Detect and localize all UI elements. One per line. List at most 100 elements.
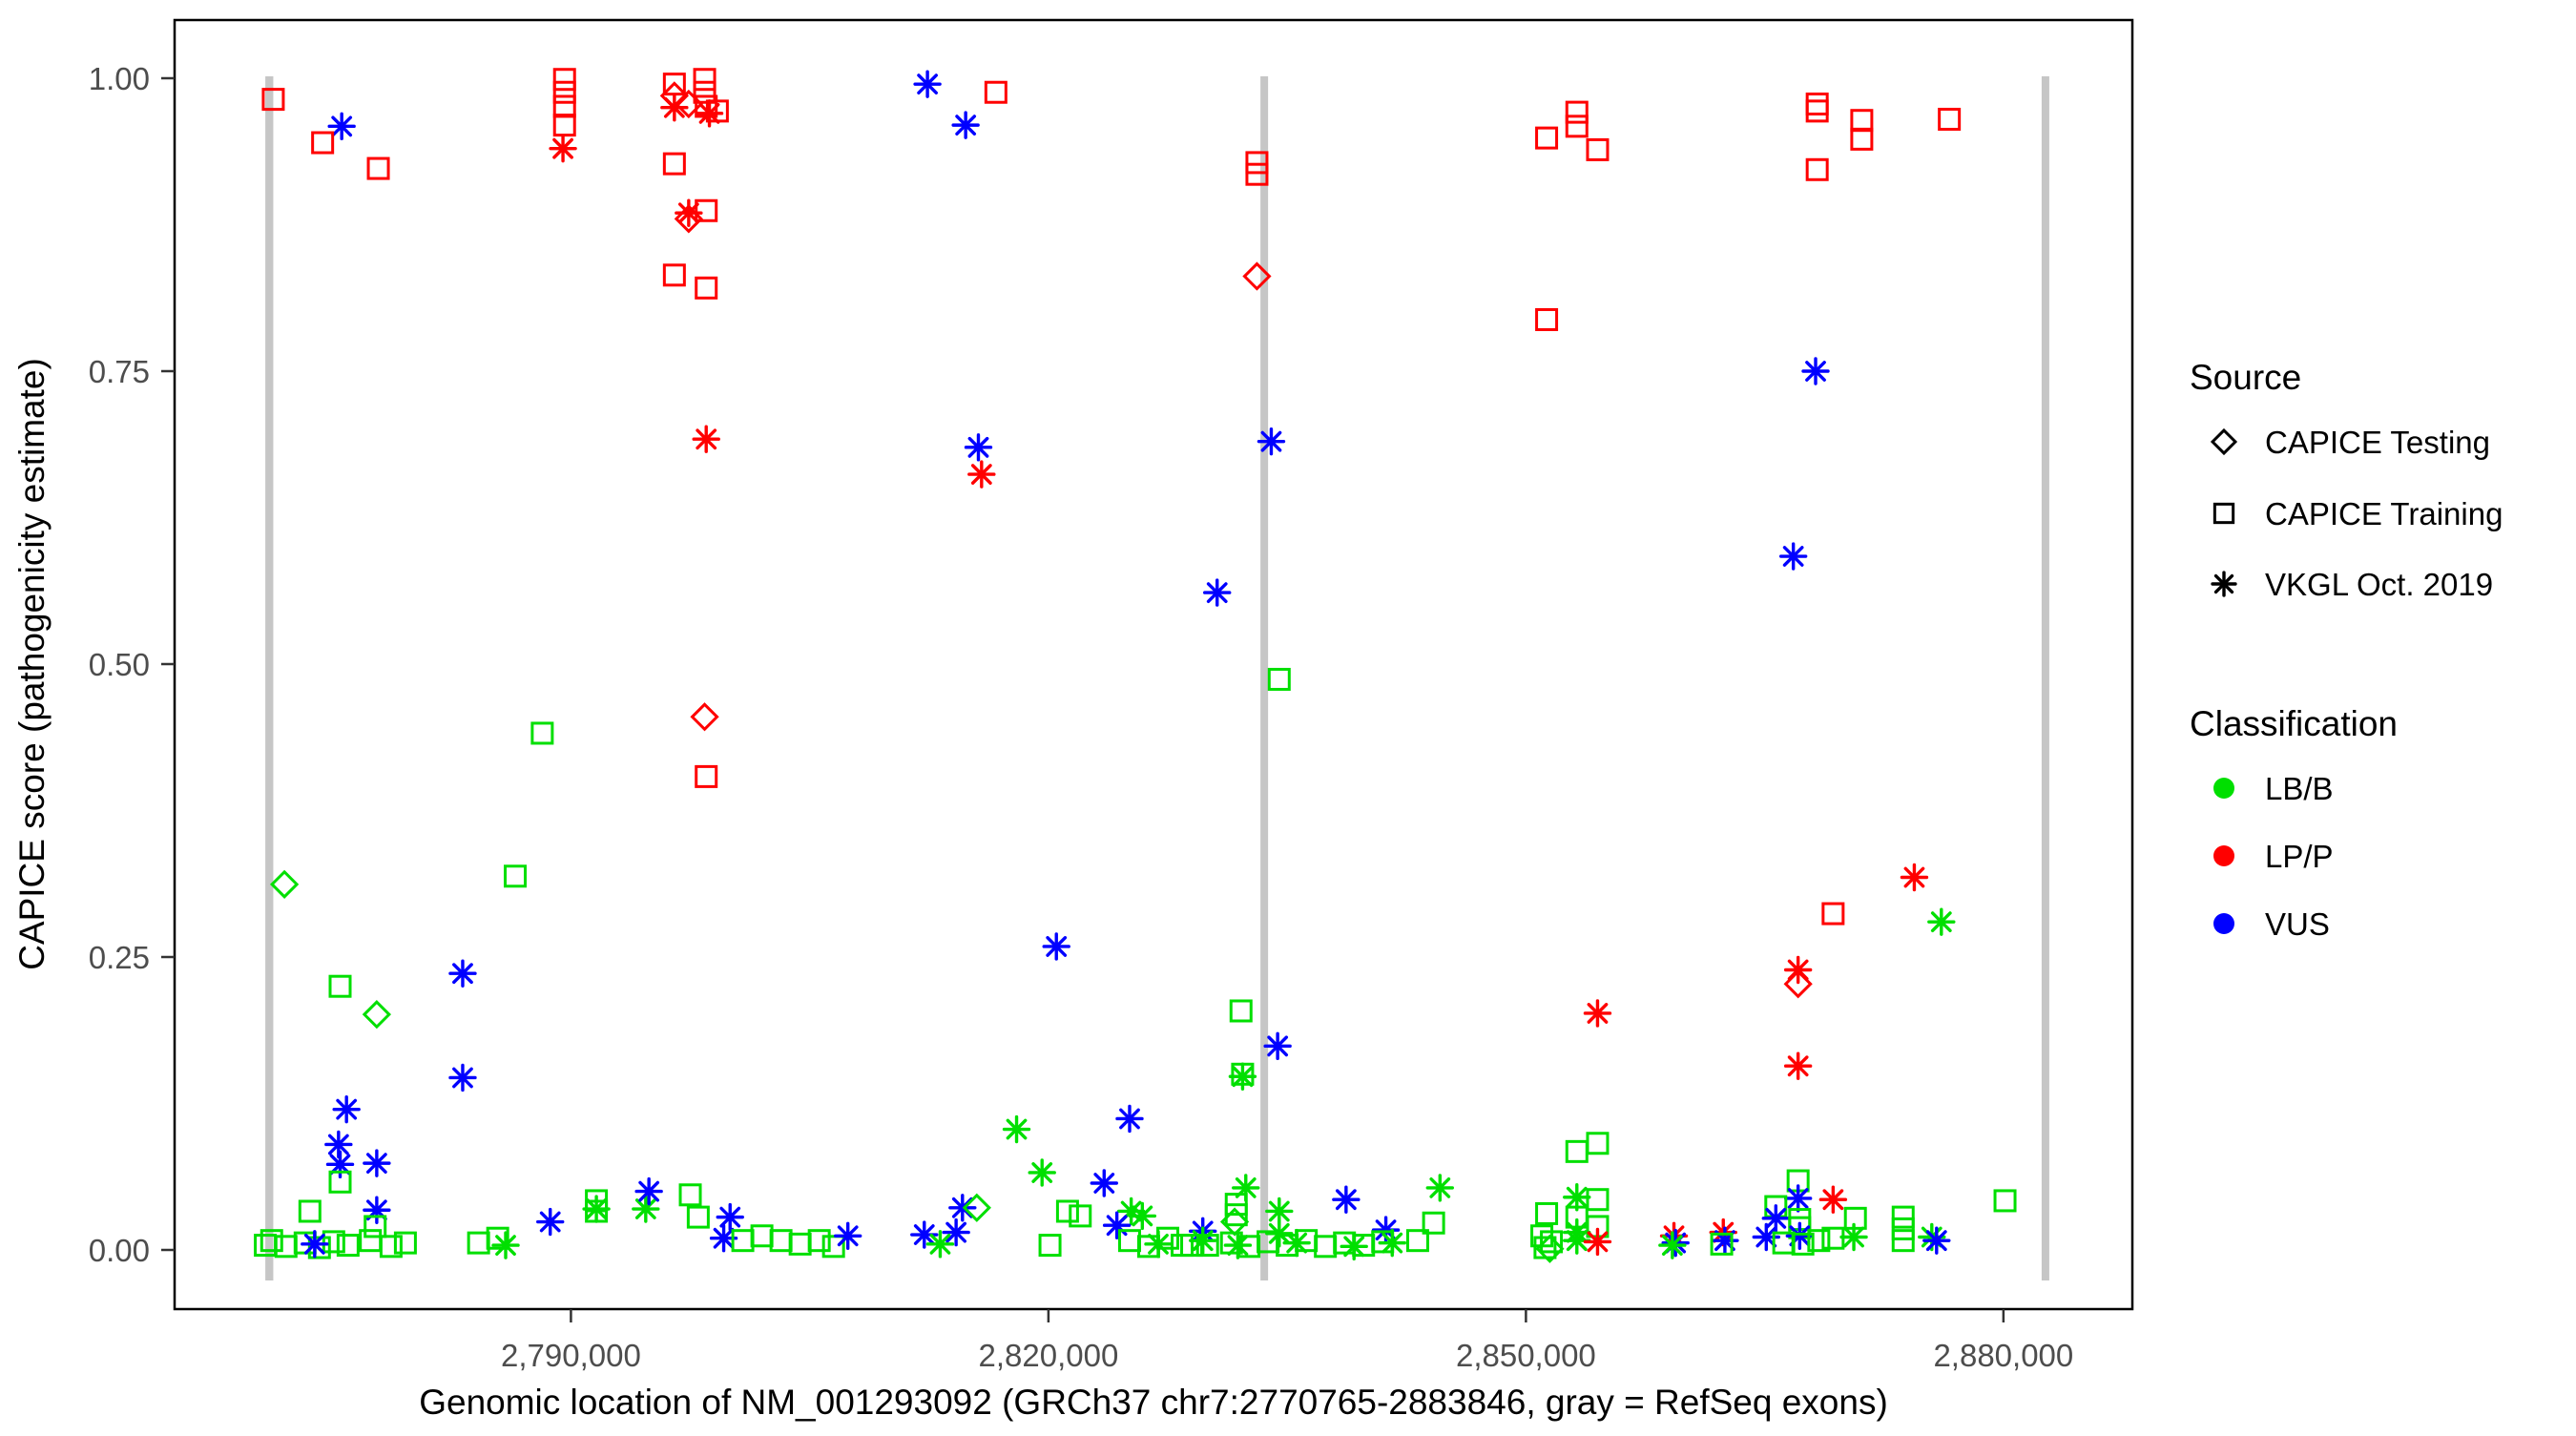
legend-source-item-label: CAPICE Testing bbox=[2265, 425, 2490, 460]
data-point-asterisk bbox=[549, 134, 577, 163]
asterisk-spoke bbox=[452, 1067, 473, 1089]
data-point-square bbox=[1038, 1234, 1062, 1258]
legend: Source Classification CAPICE Testing CAPI… bbox=[2190, 358, 2503, 942]
data-point-asterisk bbox=[582, 1195, 611, 1223]
asterisk-spoke bbox=[638, 1180, 660, 1202]
data-point-square bbox=[1565, 100, 1589, 124]
data-point-asterisk bbox=[1425, 1174, 1454, 1202]
data-point-square bbox=[731, 1229, 755, 1253]
data-point-asterisk bbox=[1257, 427, 1286, 456]
data-point-asterisk bbox=[1761, 1204, 1791, 1233]
data-point-square bbox=[260, 1229, 283, 1253]
data-point-square bbox=[298, 1199, 322, 1223]
refseq-exon-bar bbox=[1260, 76, 1269, 1280]
data-point-square bbox=[1535, 307, 1559, 331]
data-point-diamond bbox=[2210, 427, 2238, 456]
data-point-square bbox=[1565, 114, 1589, 138]
y-tick-label: 0.75 bbox=[89, 354, 150, 389]
data-point-diamond bbox=[674, 89, 703, 119]
asterisk-spoke bbox=[1787, 1188, 1809, 1209]
asterisk-spoke bbox=[1093, 1173, 1115, 1194]
data-point-asterisk bbox=[1711, 1226, 1739, 1255]
data-point-square bbox=[807, 1229, 831, 1253]
data-point-asterisk bbox=[692, 425, 720, 453]
data-point-square bbox=[311, 131, 335, 155]
data-point-square bbox=[467, 1231, 490, 1255]
data-point-square bbox=[1229, 999, 1253, 1023]
data-point-square bbox=[1533, 1236, 1557, 1259]
asterisk-spoke bbox=[1286, 1232, 1308, 1254]
x-axis-title: Genomic location of NM_001293092 (GRCh37… bbox=[419, 1383, 1888, 1422]
legend-source-item-label: VKGL Oct. 2019 bbox=[2265, 567, 2493, 602]
data-point-square bbox=[821, 1235, 845, 1259]
asterisk-spoke bbox=[1375, 1219, 1397, 1241]
asterisk-spoke bbox=[1787, 1055, 1809, 1077]
asterisk-spoke bbox=[1235, 1177, 1257, 1198]
data-point-asterisk bbox=[491, 1231, 520, 1259]
data-point-square bbox=[486, 1226, 509, 1250]
y-tick-label: 0.00 bbox=[89, 1233, 150, 1268]
data-point-square bbox=[364, 1215, 387, 1238]
data-point-square bbox=[1993, 1189, 2017, 1213]
asterisk-spoke bbox=[539, 1211, 561, 1233]
data-point-diamond bbox=[690, 702, 719, 732]
data-point-asterisk bbox=[833, 1221, 862, 1250]
data-point-square bbox=[1938, 107, 1962, 131]
data-point-square bbox=[1805, 99, 1829, 123]
asterisk-spoke bbox=[719, 1206, 741, 1228]
y-tick-label: 0.50 bbox=[89, 647, 150, 682]
asterisk-spoke bbox=[2213, 573, 2234, 594]
data-point-square bbox=[393, 1231, 417, 1255]
data-point-square bbox=[1791, 1232, 1815, 1256]
data-point-asterisk bbox=[448, 959, 477, 988]
data-point-asterisk bbox=[301, 1230, 329, 1259]
asterisk-spoke bbox=[967, 436, 989, 458]
legend-class-dot bbox=[2213, 845, 2234, 866]
data-point-square bbox=[1195, 1234, 1219, 1258]
asterisk-spoke bbox=[1587, 1231, 1609, 1253]
legend-class-item-label: LP/P bbox=[2265, 839, 2334, 874]
asterisk-spoke bbox=[1335, 1189, 1357, 1211]
y-axis-title: CAPICE score (pathogenicity estimate) bbox=[12, 358, 52, 970]
data-point-square bbox=[1805, 157, 1829, 181]
asterisk-spoke bbox=[1268, 1200, 1290, 1222]
data-point-asterisk bbox=[1563, 1183, 1591, 1212]
x-tick-label: 2,820,000 bbox=[978, 1338, 1118, 1373]
asterisk-spoke bbox=[917, 73, 938, 95]
asterisk-spoke bbox=[495, 1235, 516, 1256]
asterisk-spoke bbox=[303, 1233, 325, 1255]
x-tick-label: 2,790,000 bbox=[501, 1338, 641, 1373]
data-point-asterisk bbox=[1332, 1185, 1361, 1214]
data-point-square bbox=[769, 1229, 793, 1253]
asterisk-spoke bbox=[713, 1227, 735, 1249]
data-point-square bbox=[695, 276, 718, 300]
asterisk-spoke bbox=[696, 428, 717, 450]
data-point-square bbox=[261, 88, 285, 112]
data-point-square bbox=[552, 80, 576, 104]
data-point-asterisk bbox=[332, 1094, 361, 1124]
y-tick-label: 0.25 bbox=[89, 940, 150, 975]
asterisk-spoke bbox=[1566, 1230, 1588, 1252]
data-point-asterisk bbox=[1818, 1185, 1848, 1214]
data-point-asterisk bbox=[1223, 1231, 1253, 1259]
exon-bars bbox=[265, 76, 2049, 1280]
data-point-square bbox=[552, 94, 576, 118]
asterisk-spoke bbox=[1930, 911, 1952, 933]
asterisk-spoke bbox=[331, 115, 353, 137]
data-point-asterisk bbox=[1282, 1228, 1311, 1258]
data-point-square bbox=[1117, 1229, 1141, 1253]
data-point-square bbox=[1055, 1199, 1079, 1223]
data-point-asterisk bbox=[1002, 1114, 1031, 1144]
data-point-diamond bbox=[1535, 1234, 1565, 1263]
data-point-square bbox=[379, 1235, 403, 1259]
data-point-square bbox=[274, 1235, 298, 1259]
x-tick-label: 2,880,000 bbox=[1933, 1338, 2073, 1373]
asterisk-spoke bbox=[929, 1233, 951, 1255]
refseq-exon-bar bbox=[2041, 76, 2049, 1280]
data-point-square bbox=[1891, 1229, 1915, 1253]
data-point-asterisk bbox=[2211, 571, 2237, 597]
data-point-asterisk bbox=[1115, 1104, 1144, 1134]
data-point-square bbox=[552, 114, 576, 137]
data-point-asterisk bbox=[1128, 1201, 1157, 1231]
asterisk-spoke bbox=[913, 1224, 935, 1245]
